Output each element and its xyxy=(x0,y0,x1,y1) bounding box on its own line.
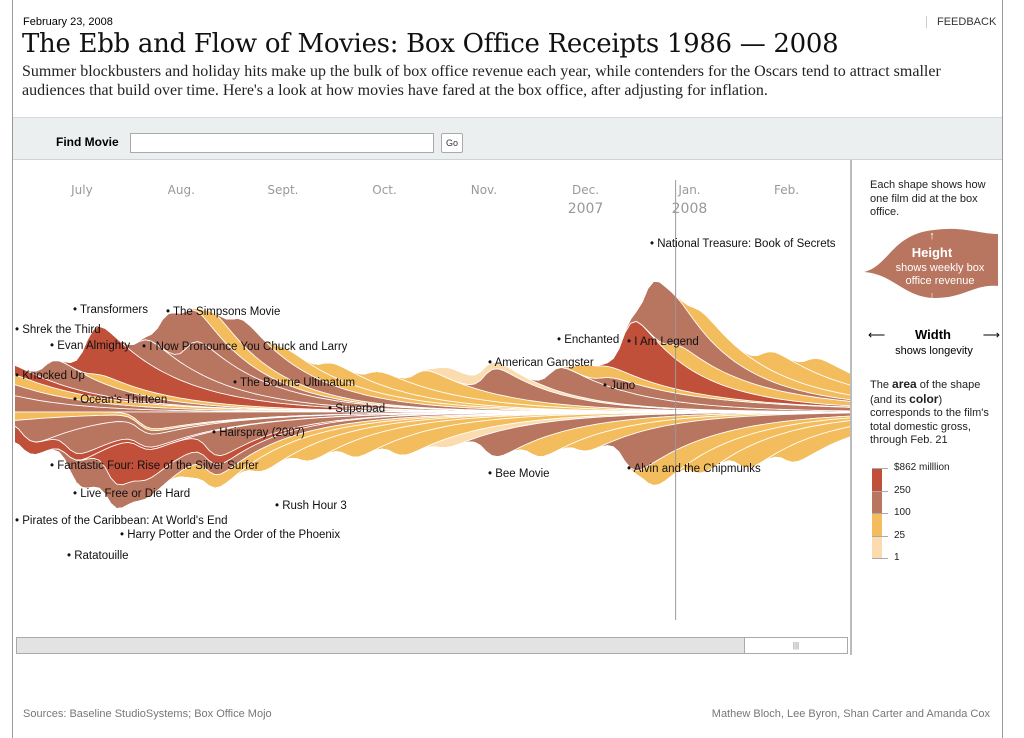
legend-shape xyxy=(864,228,998,298)
film-label[interactable]: • Juno xyxy=(603,379,636,392)
horizontal-scrollbar[interactable]: ||| xyxy=(16,637,848,654)
area-explanation: The area of the shape (and its color) co… xyxy=(870,377,1000,448)
scrollbar-thumb[interactable]: ||| xyxy=(744,638,847,653)
scale-tick xyxy=(872,490,888,492)
down-arrow-icon: ↓ xyxy=(929,290,935,302)
scale-tick xyxy=(872,535,888,537)
scale-swatch xyxy=(872,468,882,491)
film-label[interactable]: • Knocked Up xyxy=(15,369,85,382)
scale-tick-label: 1 xyxy=(894,552,900,563)
year-label: 2007 xyxy=(567,201,604,217)
area-text-post: ) corresponds to the film's total domest… xyxy=(870,393,989,447)
film-label[interactable]: • Evan Almighty xyxy=(50,339,131,352)
film-label[interactable]: • Hairspray (2007) xyxy=(212,426,305,439)
up-arrow-icon: ↑ xyxy=(929,230,935,242)
month-label: Oct. xyxy=(372,183,397,197)
film-label[interactable]: • I Now Pronounce You Chuck and Larry xyxy=(142,340,348,353)
width-desc: shows longevity xyxy=(895,345,973,357)
month-label: Nov. xyxy=(470,183,498,197)
left-arrow-icon: ⟵ xyxy=(868,328,886,342)
page-subtitle: Summer blockbusters and holiday hits mak… xyxy=(22,63,941,99)
scale-tick xyxy=(872,513,888,514)
sources: Sources: Baseline StudioSystems; Box Off… xyxy=(23,708,272,720)
page-frame xyxy=(12,0,1003,738)
find-movie-bar: Find Movie Go xyxy=(13,117,1002,160)
legend-panel: Each shape shows how one film did at the… xyxy=(850,160,1002,655)
film-label[interactable]: • Fantastic Four: Rise of the Silver Sur… xyxy=(50,459,259,472)
streamgraph: JuneJulyAug.Sept.Oct.Nov.Dec.Jan.Feb.200… xyxy=(0,160,850,660)
month-label: Dec. xyxy=(571,183,600,197)
film-label[interactable]: • Superbad xyxy=(328,402,386,415)
month-label: Sept. xyxy=(267,183,299,197)
feedback-link[interactable]: FEEDBACK xyxy=(926,16,996,28)
area-text: The xyxy=(870,379,893,391)
scale-tick-label: 100 xyxy=(894,507,911,518)
streamgraph-svg xyxy=(0,180,850,620)
publish-date: February 23, 2008 xyxy=(23,16,113,28)
year-label: 2008 xyxy=(671,201,708,217)
film-label[interactable]: • Transformers xyxy=(73,303,148,316)
month-label: July xyxy=(71,183,93,197)
film-label[interactable]: • Rush Hour 3 xyxy=(275,499,347,512)
scale-tick xyxy=(872,468,888,469)
height-title: Height xyxy=(911,245,953,260)
film-label[interactable]: • The Simpsons Movie xyxy=(166,305,281,318)
film-label[interactable]: • Harry Potter and the Order of the Phoe… xyxy=(120,528,341,541)
month-label: Jan. xyxy=(678,183,701,197)
film-label[interactable]: • Enchanted xyxy=(557,333,620,346)
height-desc: shows weekly box office revenue xyxy=(895,262,985,287)
film-stream[interactable] xyxy=(0,280,850,407)
film-label[interactable]: • National Treasure: Book of Secrets xyxy=(650,237,836,250)
go-button[interactable]: Go xyxy=(441,133,463,153)
find-movie-label: Find Movie xyxy=(56,135,119,149)
legend-intro: Each shape shows how one film did at the… xyxy=(870,179,986,218)
width-row: ⟵ Width ⟶ xyxy=(868,327,1000,343)
width-title: Width xyxy=(915,327,951,342)
scale-swatch xyxy=(872,535,882,558)
film-label[interactable]: • Ocean's Thirteen xyxy=(73,393,168,406)
right-arrow-icon: ⟶ xyxy=(982,328,1000,342)
scale-tick-label: 250 xyxy=(894,484,911,496)
film-label[interactable]: • Pirates of the Caribbean: At World's E… xyxy=(15,514,228,527)
film-label[interactable]: • The Bourne Ultimatum xyxy=(233,376,356,389)
film-label[interactable]: • Live Free or Die Hard xyxy=(73,487,191,500)
page-title: The Ebb and Flow of Movies: Box Office R… xyxy=(22,29,839,59)
month-label: Aug. xyxy=(167,183,195,197)
film-label[interactable]: • I Am Legend xyxy=(627,335,699,348)
film-label[interactable]: • American Gangster xyxy=(488,356,594,369)
film-label[interactable]: • Alvin and the Chipmunks xyxy=(627,462,761,475)
area-word: area xyxy=(892,377,917,391)
scale-swatch xyxy=(872,513,882,536)
area-text-mid: of the shape (and its xyxy=(870,379,981,406)
scale-tick-label: $862 milllion xyxy=(894,462,950,473)
scale-tick-label: 25 xyxy=(894,529,906,541)
month-label: Feb. xyxy=(773,183,800,197)
film-label[interactable]: • Bee Movie xyxy=(488,467,550,480)
film-label[interactable]: • Ratatouille xyxy=(67,549,129,562)
credits: Mathew Bloch, Lee Byron, Shan Carter and… xyxy=(711,708,990,720)
scale-swatch xyxy=(872,490,882,513)
film-label[interactable]: • Shrek the Third xyxy=(15,323,101,336)
color-word: color xyxy=(909,391,939,406)
find-movie-input[interactable] xyxy=(130,133,434,153)
scale-tick xyxy=(872,558,888,559)
film-stream[interactable] xyxy=(0,412,850,509)
